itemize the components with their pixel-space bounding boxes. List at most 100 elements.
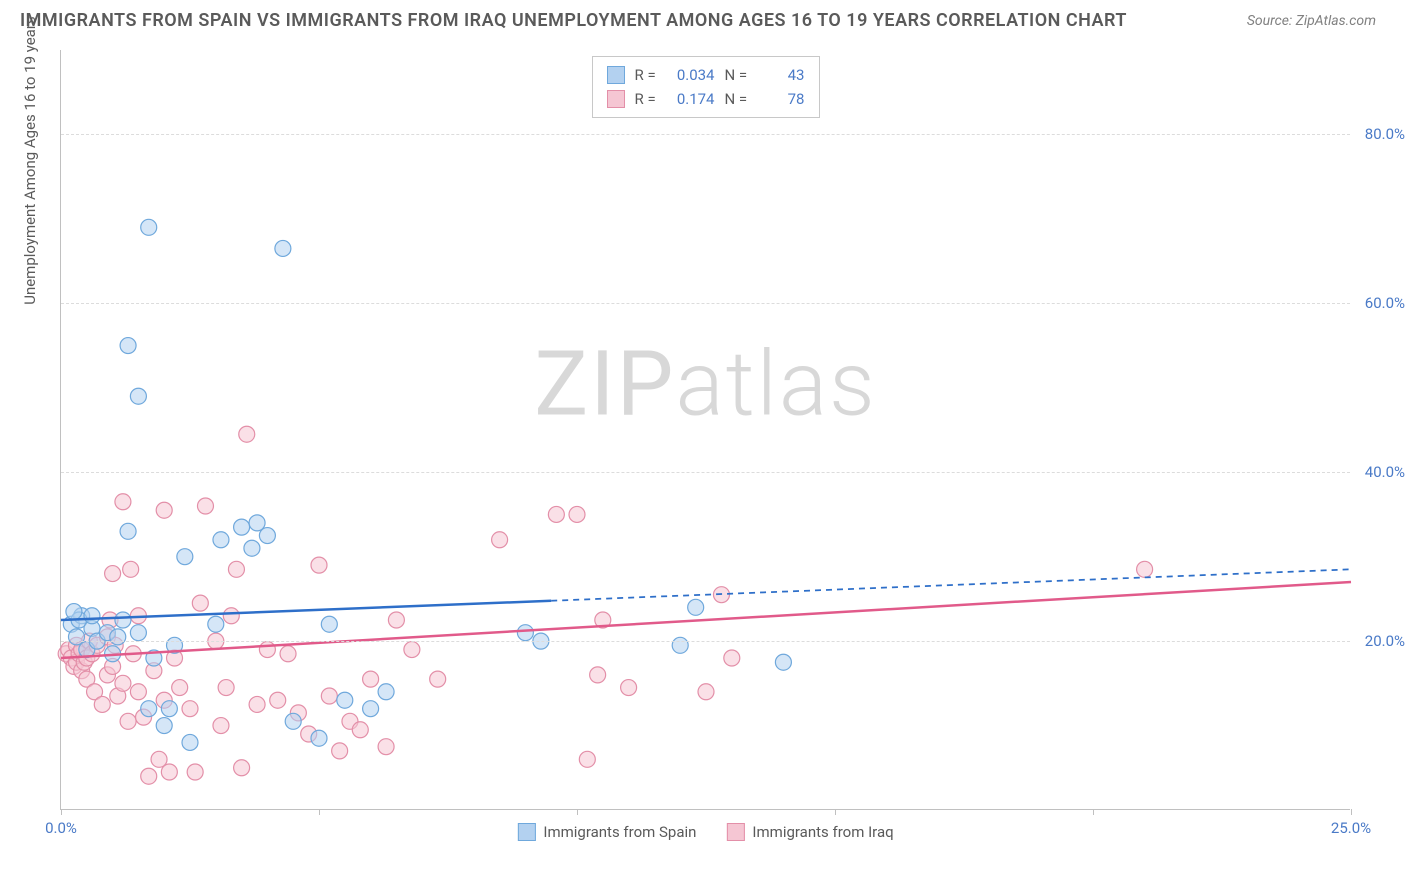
scatter-point: [259, 642, 275, 658]
legend-label-spain: Immigrants from Spain: [543, 823, 696, 841]
scatter-point: [404, 642, 420, 658]
scatter-point: [378, 739, 394, 755]
scatter-point: [105, 566, 121, 582]
scatter-point: [115, 494, 131, 510]
scatter-point: [187, 764, 203, 780]
x-tick: [835, 809, 836, 815]
scatter-point: [352, 722, 368, 738]
x-tick: [319, 809, 320, 815]
y-tick-label: 20.0%: [1365, 632, 1405, 650]
scatter-point: [141, 768, 157, 784]
scatter-point: [161, 764, 177, 780]
scatter-point: [161, 701, 177, 717]
scatter-point: [388, 612, 404, 628]
scatter-point: [275, 240, 291, 256]
scatter-point: [182, 734, 198, 750]
scatter-point: [120, 523, 136, 539]
scatter-point: [115, 675, 131, 691]
scatter-point: [363, 701, 379, 717]
scatter-point: [337, 692, 353, 708]
scatter-point: [208, 616, 224, 632]
scatter-point: [228, 561, 244, 577]
scatter-point: [311, 730, 327, 746]
scatter-point: [234, 760, 250, 776]
scatter-point: [378, 684, 394, 700]
x-tick: [577, 809, 578, 815]
y-axis-label: Unemployment Among Ages 16 to 19 years: [21, 16, 39, 304]
scatter-point: [698, 684, 714, 700]
legend-series: Immigrants from Spain Immigrants from Ir…: [517, 823, 893, 841]
legend-label-iraq: Immigrants from Iraq: [752, 823, 893, 841]
trend-line-solid: [61, 582, 1351, 658]
grid-line: [61, 472, 1350, 473]
scatter-point: [223, 608, 239, 624]
scatter-point: [517, 625, 533, 641]
legend-item-iraq: Immigrants from Iraq: [726, 823, 893, 841]
scatter-point: [213, 532, 229, 548]
y-tick-label: 40.0%: [1365, 463, 1405, 481]
trend-line-dashed: [551, 569, 1351, 600]
grid-line: [61, 641, 1350, 642]
scatter-point: [120, 713, 136, 729]
scatter-point: [363, 671, 379, 687]
scatter-point: [94, 696, 110, 712]
scatter-point: [332, 743, 348, 759]
scatter-point: [311, 557, 327, 573]
scatter-point: [259, 528, 275, 544]
scatter-point: [244, 540, 260, 556]
scatter-point: [130, 388, 146, 404]
scatter-point: [115, 612, 131, 628]
x-tick: [1093, 809, 1094, 815]
grid-line: [61, 134, 1350, 135]
scatter-point: [724, 650, 740, 666]
scatter-point: [285, 713, 301, 729]
x-tick: [61, 809, 62, 815]
scatter-point: [321, 688, 337, 704]
x-tick-label: 25.0%: [1331, 819, 1371, 837]
title-bar: IMMIGRANTS FROM SPAIN VS IMMIGRANTS FROM…: [0, 0, 1406, 31]
scatter-point: [177, 549, 193, 565]
scatter-point: [239, 426, 255, 442]
source-label: Source: ZipAtlas.com: [1247, 13, 1376, 29]
grid-line: [61, 303, 1350, 304]
plot-svg: [61, 50, 1350, 809]
scatter-point: [130, 625, 146, 641]
scatter-point: [321, 616, 337, 632]
scatter-point: [120, 338, 136, 354]
scatter-point: [66, 604, 82, 620]
scatter-point: [569, 506, 585, 522]
plot-area: ZIPatlas R = 0.034 N = 43 R = 0.174 N = …: [60, 50, 1350, 810]
legend-item-spain: Immigrants from Spain: [517, 823, 696, 841]
scatter-point: [213, 718, 229, 734]
scatter-point: [688, 599, 704, 615]
scatter-point: [672, 637, 688, 653]
scatter-point: [197, 498, 213, 514]
chart-container: Unemployment Among Ages 16 to 19 years Z…: [50, 50, 1390, 830]
scatter-point: [218, 680, 234, 696]
scatter-point: [775, 654, 791, 670]
scatter-point: [280, 646, 296, 662]
legend-swatch-iraq-bottom: [726, 823, 744, 841]
x-tick: [1351, 809, 1352, 815]
scatter-point: [182, 701, 198, 717]
scatter-point: [548, 506, 564, 522]
scatter-point: [141, 219, 157, 235]
scatter-point: [156, 718, 172, 734]
scatter-point: [270, 692, 286, 708]
scatter-point: [590, 667, 606, 683]
y-tick-label: 80.0%: [1365, 125, 1405, 143]
scatter-point: [141, 701, 157, 717]
scatter-point: [492, 532, 508, 548]
scatter-point: [234, 519, 250, 535]
scatter-point: [84, 608, 100, 624]
scatter-point: [123, 561, 139, 577]
legend-swatch-spain-bottom: [517, 823, 535, 841]
scatter-point: [130, 684, 146, 700]
x-tick-label: 0.0%: [45, 819, 77, 837]
scatter-point: [192, 595, 208, 611]
scatter-point: [430, 671, 446, 687]
chart-title: IMMIGRANTS FROM SPAIN VS IMMIGRANTS FROM…: [20, 10, 1127, 31]
scatter-point: [621, 680, 637, 696]
scatter-point: [1137, 561, 1153, 577]
y-tick-label: 60.0%: [1365, 294, 1405, 312]
